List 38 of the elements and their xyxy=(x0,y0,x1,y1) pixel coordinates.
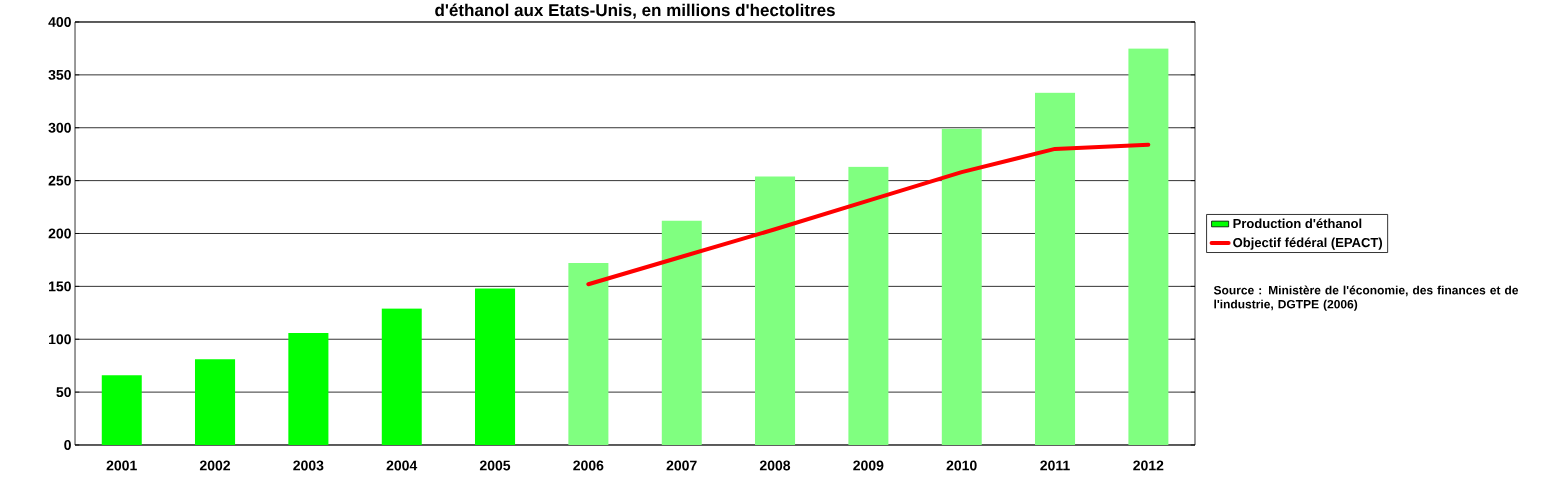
y-tick-label: 250 xyxy=(48,175,71,186)
x-tick-label: 2003 xyxy=(293,460,324,471)
bar xyxy=(1128,48,1169,445)
bar xyxy=(1034,92,1076,445)
bar xyxy=(381,308,422,445)
y-tick-label: 200 xyxy=(48,228,71,239)
x-tick-label: 2012 xyxy=(1133,460,1164,471)
x-tick-label: 2006 xyxy=(573,460,604,471)
y-tick-label: 150 xyxy=(49,281,71,292)
line-series xyxy=(586,142,1151,287)
bar xyxy=(661,220,702,445)
y-tick-label: 50 xyxy=(56,387,71,398)
x-tick-label: 2002 xyxy=(199,460,231,471)
y-tick-label: 0 xyxy=(64,440,71,450)
x-tick-label: 2010 xyxy=(946,460,977,471)
bar xyxy=(194,359,236,445)
chart-title: d'éthanol aux Etats-Unis, en millions d'hectolitres xyxy=(435,3,835,19)
bar xyxy=(101,375,142,445)
x-tick-label: 2001 xyxy=(106,460,137,471)
bar xyxy=(288,332,329,445)
y-tick-label: 350 xyxy=(48,69,71,80)
legend-label: Production d'éthanol xyxy=(1233,218,1362,229)
bar xyxy=(941,128,982,445)
x-tick-label: 2004 xyxy=(386,460,418,471)
bar xyxy=(848,166,889,445)
x-tick-label: 2011 xyxy=(1040,460,1070,471)
y-tick-label: 100 xyxy=(49,334,71,345)
y-tick-label: 400 xyxy=(48,17,71,27)
legend-label: Objectif fédéral (EPACT) xyxy=(1233,237,1383,250)
x-tick-label: 2009 xyxy=(853,460,884,471)
bar xyxy=(568,263,609,445)
bar xyxy=(754,176,796,445)
x-tick-label: 2007 xyxy=(666,460,697,471)
source-note: Source : Ministère de l'économie, des finances et de l'industrie, DGTPE (2006) xyxy=(1213,285,1519,311)
x-tick-label: 2005 xyxy=(479,460,511,471)
bar xyxy=(474,288,516,445)
x-tick-label: 2008 xyxy=(759,460,791,471)
y-tick-label: 300 xyxy=(48,122,71,133)
